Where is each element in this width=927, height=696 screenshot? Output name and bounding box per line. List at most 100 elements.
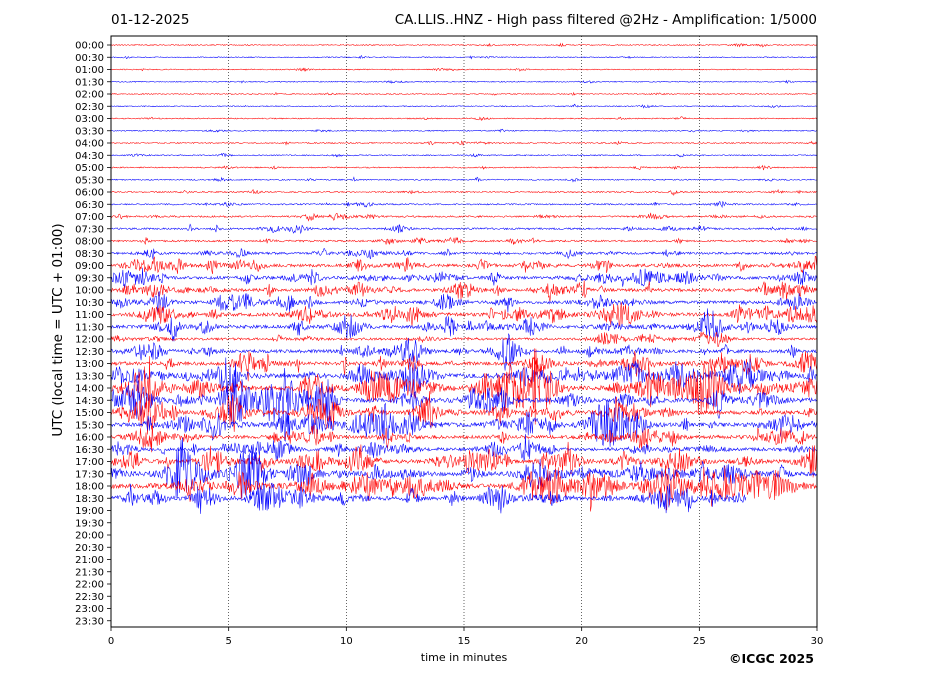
seismic-trace-17:00 <box>110 441 817 478</box>
y-tick-label: 12:00 <box>75 335 104 346</box>
seismic-trace-13:00 <box>110 350 817 382</box>
seismic-trace-00:00 <box>110 42 817 48</box>
y-tick-label: 19:00 <box>75 506 104 517</box>
y-tick-label: 16:30 <box>75 445 104 456</box>
seismic-trace-15:30 <box>110 400 817 447</box>
y-tick-label: 16:00 <box>75 433 104 444</box>
y-tick-label: 13:00 <box>75 359 104 370</box>
seismic-trace-18:30 <box>110 482 747 514</box>
seismic-trace-07:30 <box>110 223 817 235</box>
y-tick-label: 08:00 <box>75 237 104 248</box>
y-tick-label: 00:00 <box>75 41 104 52</box>
seismic-trace-09:30 <box>110 267 817 288</box>
seismic-trace-10:30 <box>110 291 817 313</box>
y-tick-label: 20:30 <box>75 543 104 554</box>
seismic-trace-00:30 <box>110 55 817 60</box>
y-tick-label: 03:30 <box>75 126 104 137</box>
x-tick-label: 30 <box>811 636 824 647</box>
y-tick-label: 22:30 <box>75 592 104 603</box>
y-tick-label: 09:00 <box>75 261 104 272</box>
seismic-trace-05:00 <box>110 164 817 171</box>
y-tick-label: 10:00 <box>75 286 104 297</box>
chart-title: CA.LLIS..HNZ - High pass filtered @2Hz -… <box>394 12 817 28</box>
seismic-trace-09:00 <box>110 255 817 275</box>
x-tick-label: 0 <box>108 636 114 647</box>
y-tick-label: 10:30 <box>75 298 104 309</box>
y-tick-label: 07:00 <box>75 212 104 223</box>
y-tick-label: 15:30 <box>75 420 104 431</box>
x-tick-label: 5 <box>225 636 231 647</box>
seismic-trace-06:00 <box>110 188 817 197</box>
y-tick-label: 14:30 <box>75 396 104 407</box>
y-tick-label: 06:30 <box>75 200 104 211</box>
y-tick-label: 17:30 <box>75 469 104 480</box>
seismic-trace-15:00 <box>110 391 817 435</box>
y-tick-label: 02:00 <box>75 90 104 101</box>
y-tick-label: 05:00 <box>75 163 104 174</box>
y-tick-label: 18:30 <box>75 494 104 505</box>
y-tick-label: 06:00 <box>75 188 104 199</box>
seismic-trace-06:30 <box>110 200 817 209</box>
y-tick-label: 21:30 <box>75 567 104 578</box>
y-tick-label: 23:30 <box>75 616 104 627</box>
y-tick-label: 04:30 <box>75 151 104 162</box>
y-tick-label: 07:30 <box>75 224 104 235</box>
seismic-trace-12:00 <box>110 331 817 348</box>
seismic-trace-05:30 <box>110 176 817 183</box>
seismic-trace-07:00 <box>110 212 817 222</box>
y-tick-label: 01:00 <box>75 65 104 76</box>
x-axis-label: time in minutes <box>420 651 508 664</box>
grid-layer <box>228 36 700 627</box>
y-tick-label: 12:30 <box>75 347 104 358</box>
y-tick-label: 19:30 <box>75 518 104 529</box>
seismic-trace-10:00 <box>110 280 817 303</box>
y-tick-label: 03:00 <box>75 114 104 125</box>
y-tick-label: 09:30 <box>75 273 104 284</box>
y-tick-label: 11:30 <box>75 322 104 333</box>
copyright-label: ©ICGC 2025 <box>729 651 814 666</box>
y-tick-label: 08:30 <box>75 249 104 260</box>
seismic-trace-01:30 <box>110 79 817 84</box>
seismic-trace-11:00 <box>110 302 817 327</box>
plot-frame <box>110 35 818 628</box>
seismic-trace-16:00 <box>110 422 817 453</box>
y-tick-label: 05:30 <box>75 175 104 186</box>
x-tick-label: 15 <box>458 636 471 647</box>
x-tick-label: 20 <box>575 636 588 647</box>
seismic-trace-13:30 <box>110 357 817 401</box>
y-tick-label: 23:00 <box>75 604 104 615</box>
y-tick-label: 04:00 <box>75 139 104 150</box>
seismic-trace-03:30 <box>110 128 817 133</box>
y-tick-label: 01:30 <box>75 77 104 88</box>
y-tick-label: 15:00 <box>75 408 104 419</box>
seismic-trace-14:00 <box>110 348 817 425</box>
trace-layer <box>110 42 817 514</box>
y-tick-label: 14:00 <box>75 384 104 395</box>
seismic-trace-11:30 <box>110 308 817 342</box>
seismic-trace-01:00 <box>110 67 817 72</box>
seismic-trace-17:30 <box>110 437 817 499</box>
seismic-trace-16:30 <box>110 433 817 462</box>
x-tick-layer: 0 5 10 15 20 25 30 <box>108 627 824 647</box>
seismic-trace-14:30 <box>110 367 817 425</box>
y-tick-label: 13:30 <box>75 371 104 382</box>
y-tick-label: 21:00 <box>75 555 104 566</box>
x-tick-label: 10 <box>340 636 353 647</box>
seismic-trace-02:30 <box>110 103 817 109</box>
y-tick-label: 11:00 <box>75 310 104 321</box>
y-tick-label: 02:30 <box>75 102 104 113</box>
seismic-trace-04:00 <box>110 140 817 146</box>
x-tick-label: 25 <box>693 636 706 647</box>
seismic-trace-18:00 <box>110 465 817 512</box>
y-tick-label: 18:00 <box>75 482 104 493</box>
y-tick-label: 17:00 <box>75 457 104 468</box>
seismic-trace-12:30 <box>110 332 817 371</box>
seismic-trace-02:00 <box>110 91 817 96</box>
seismic-trace-04:30 <box>110 153 817 158</box>
y-tick-label: 20:00 <box>75 531 104 542</box>
y-tick-label: 00:30 <box>75 53 104 64</box>
y-tick-label: 22:00 <box>75 580 104 591</box>
